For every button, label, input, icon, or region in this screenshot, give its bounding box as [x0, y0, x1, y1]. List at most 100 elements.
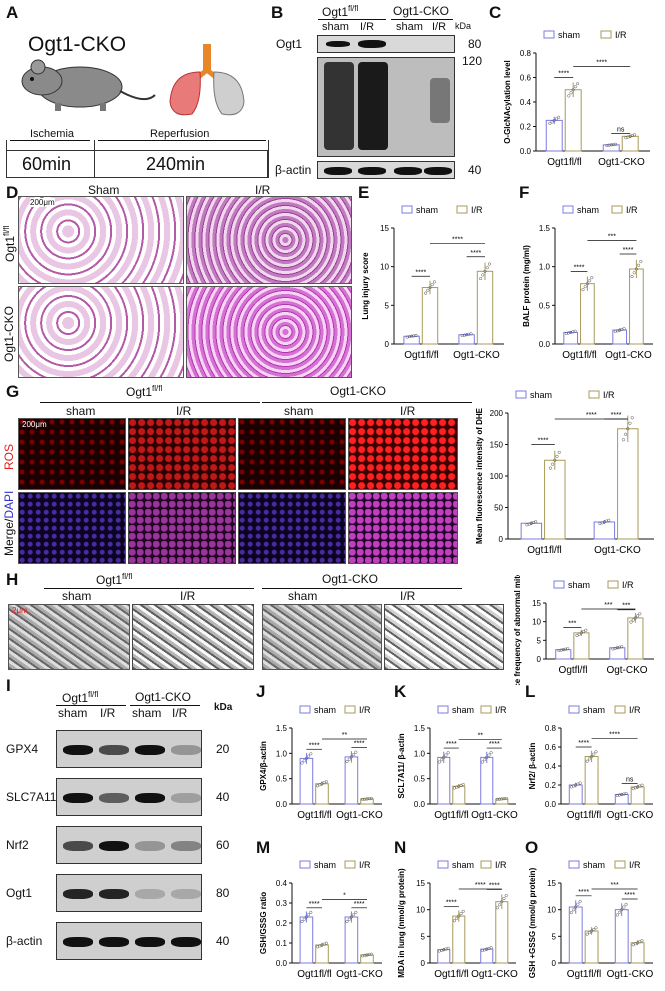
significance-label: ****	[470, 250, 481, 257]
y-tick-label: 0.0	[539, 340, 551, 349]
y-tick-label: 0	[499, 535, 504, 544]
data-point	[367, 797, 371, 801]
data-point	[489, 751, 493, 755]
data-point	[620, 908, 624, 912]
data-point	[624, 902, 628, 906]
x-tick-label: Ogt1fl/fl	[567, 810, 601, 821]
b-ogt1-label: Ogt1	[276, 37, 303, 51]
y-axis-title: Mean fluorescence intensity of DHE	[475, 407, 484, 544]
bar-sham	[299, 916, 314, 964]
lung-icon	[169, 44, 245, 116]
data-point	[585, 759, 589, 763]
legend-label: sham	[568, 580, 590, 590]
blot-oglcnac	[317, 57, 455, 157]
data-point	[426, 288, 430, 292]
x-tick-label: Ogt1-CKO	[605, 350, 652, 361]
bar-sham	[480, 948, 494, 964]
data-point	[369, 952, 373, 956]
data-point	[611, 143, 615, 147]
data-point	[459, 912, 463, 916]
legend-label: I/R	[495, 705, 507, 715]
b-kda: kDa	[455, 21, 472, 31]
g-sham2: sham	[284, 404, 314, 418]
data-point	[592, 927, 596, 931]
data-point	[573, 329, 577, 333]
data-point	[566, 331, 571, 335]
data-point	[630, 416, 634, 420]
y-tick-label: 0.6	[520, 74, 532, 83]
legend-label: I/R	[495, 860, 507, 870]
y-tick-label: 15	[547, 879, 556, 888]
data-point	[500, 797, 504, 801]
panel-label-n: N	[394, 838, 407, 857]
ros-fl-sham	[18, 418, 126, 490]
legend-label: sham	[452, 705, 474, 715]
data-point	[573, 85, 577, 89]
y-tick-label: 0.8	[520, 49, 532, 58]
legend-swatch	[401, 205, 413, 214]
bar-I/R	[627, 617, 644, 660]
y-tick-label: 0.0	[520, 147, 532, 156]
ischemia-label: Ischemia	[30, 128, 75, 140]
y-tick-label: 0.0	[276, 800, 288, 809]
significance-label: ****	[446, 900, 457, 907]
i-row-label: SLC7A11	[6, 790, 57, 804]
significance-label: ****	[415, 269, 426, 276]
y-axis-title: O-GlcNAcylation level	[503, 60, 512, 144]
data-point	[566, 647, 570, 651]
legend-swatch	[344, 860, 356, 869]
data-point	[569, 911, 573, 915]
legend-swatch	[611, 205, 623, 214]
chart-E: 0 5 10 15 Lung injury score sham I/R Ogt1fl/fl O…	[361, 205, 504, 361]
bar-I/R	[476, 270, 494, 345]
legend-swatch	[588, 390, 600, 399]
data-point	[557, 450, 561, 454]
significance-label: ****	[489, 741, 500, 748]
data-point	[567, 94, 571, 98]
bar-sham	[299, 757, 314, 805]
tem-cko-sham	[262, 604, 382, 670]
data-point	[571, 908, 576, 912]
panel-label-f: F	[519, 183, 530, 202]
legend-label: I/R	[359, 860, 371, 870]
merge-cko-sham	[238, 492, 346, 564]
legend-label: I/R	[622, 580, 634, 590]
data-point	[583, 285, 587, 289]
chart-O: 0 5 10 15 GSH +GSSG (nmol/g protein) sham I/R O…	[528, 860, 654, 980]
i-row-label: GPX4	[6, 742, 39, 756]
data-point	[579, 631, 583, 635]
data-point	[550, 120, 554, 124]
chart-J: 0.0 0.5 1.0 1.5 GPX4/β-actin sham I/R Ogt1fl/fl…	[259, 705, 383, 821]
he-cko-ir	[186, 286, 352, 378]
data-point	[424, 291, 428, 295]
data-point	[590, 754, 594, 759]
data-point	[345, 760, 349, 764]
data-point	[452, 919, 456, 923]
data-point	[487, 753, 491, 757]
x-tick-label: Ogt1fl/fl	[297, 969, 331, 980]
data-point	[638, 612, 642, 616]
legend-swatch	[515, 390, 527, 399]
significance-label: ****	[558, 71, 569, 78]
bar-sham	[437, 756, 451, 805]
panel-label-d: D	[6, 183, 19, 202]
legend-swatch	[437, 860, 449, 869]
data-point	[576, 82, 580, 86]
y-tick-label: 15	[380, 224, 389, 233]
b-mw80: 80	[468, 37, 482, 51]
data-point	[365, 797, 369, 801]
b-group2: Ogt1-CKO	[393, 4, 450, 18]
legend-swatch	[562, 205, 574, 214]
legend-swatch	[600, 30, 612, 39]
legend-label: I/R	[629, 705, 641, 715]
data-point	[455, 916, 459, 920]
h-sham2: sham	[288, 589, 318, 603]
g-sham1: sham	[66, 404, 96, 418]
bar-I/R	[315, 783, 329, 805]
i-row-label: β-actin	[6, 934, 43, 948]
bar-I/R	[617, 428, 639, 540]
x-tick-label: Ogt1-CKO	[336, 969, 383, 980]
y-tick-label: 1.0	[414, 749, 426, 758]
data-point	[309, 910, 313, 914]
bar-sham	[437, 949, 451, 964]
